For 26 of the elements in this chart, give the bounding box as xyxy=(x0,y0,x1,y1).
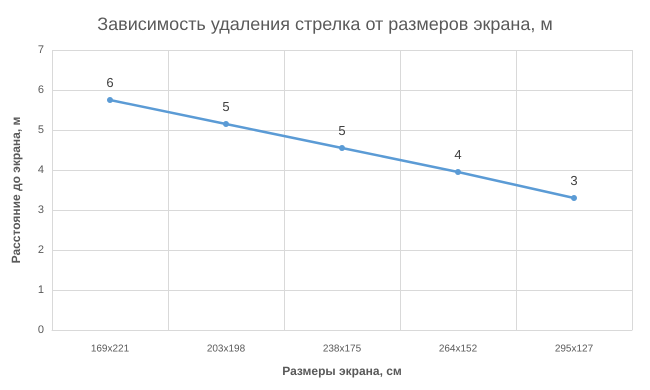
chart-title: Зависимость удаления стрелка от размеров экрана, м xyxy=(97,14,553,34)
data-label: 4 xyxy=(454,147,462,162)
y-tick-label: 4 xyxy=(38,164,44,176)
point xyxy=(571,195,577,201)
point xyxy=(455,169,461,175)
x-tick-label: 238x175 xyxy=(322,344,362,354)
y-tick-label: 7 xyxy=(38,44,44,56)
point xyxy=(107,97,113,103)
x-tick-label: 203x198 xyxy=(206,344,246,354)
y-tick-label: 5 xyxy=(38,124,44,136)
y-tick-label: 6 xyxy=(38,84,44,96)
point xyxy=(339,145,345,151)
data-label: 5 xyxy=(222,99,230,114)
x-tick-label: 169x221 xyxy=(90,344,130,354)
x-tick-label: 264x152 xyxy=(438,344,478,354)
y-tick-label: 0 xyxy=(38,324,44,336)
y-tick-label: 1 xyxy=(38,284,44,296)
x-tick-label: 295x127 xyxy=(554,344,594,354)
data-label: 5 xyxy=(338,123,346,138)
y-axis-title: Расстояние до экрана, м xyxy=(9,116,23,264)
y-tick-label: 3 xyxy=(38,204,44,216)
point xyxy=(223,121,229,127)
y-tick-label: 2 xyxy=(38,244,44,256)
x-axis-title: Размеры экрана, см xyxy=(282,364,402,378)
data-label: 3 xyxy=(570,173,578,188)
data-label: 6 xyxy=(106,75,114,90)
